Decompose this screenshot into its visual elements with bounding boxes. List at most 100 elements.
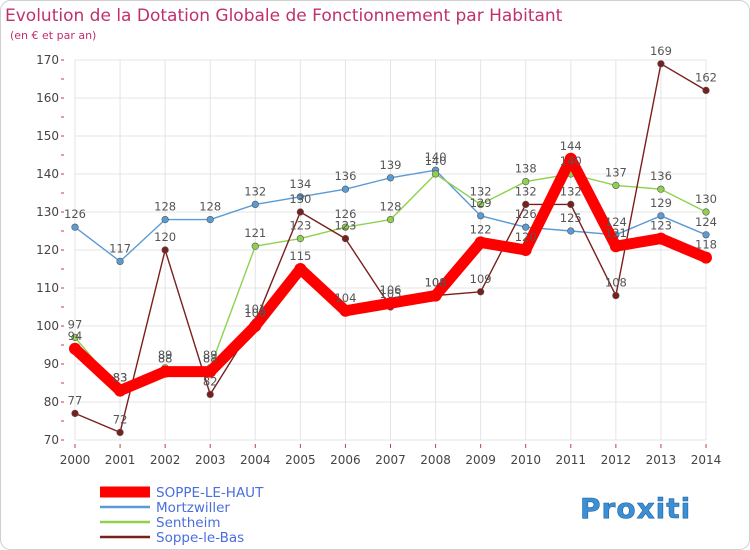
data-label: 134 — [289, 177, 311, 191]
data-point — [474, 236, 487, 249]
data-label: 72 — [113, 412, 128, 426]
data-label: 118 — [695, 238, 717, 252]
data-label: 136 — [334, 169, 356, 183]
data-label: 82 — [203, 374, 218, 388]
data-label: 162 — [695, 70, 717, 84]
x-tick-label: 2006 — [330, 453, 361, 467]
data-point — [204, 365, 217, 378]
x-tick-label: 2004 — [240, 453, 271, 467]
data-point — [251, 200, 259, 208]
data-point — [384, 297, 397, 310]
data-label: 132 — [515, 184, 537, 198]
y-tick-label: 160 — [36, 91, 59, 105]
data-point — [71, 333, 79, 342]
data-label: 117 — [109, 241, 131, 255]
data-point — [702, 208, 710, 216]
y-tick-label: 70 — [44, 433, 59, 447]
data-label: 132 — [560, 184, 582, 198]
data-label: 89 — [203, 348, 218, 362]
data-label: 108 — [425, 276, 447, 290]
data-point — [657, 60, 665, 68]
data-label: 139 — [380, 158, 402, 172]
data-label: 109 — [470, 272, 492, 286]
series-layer — [69, 60, 712, 437]
data-label: 129 — [470, 196, 492, 210]
data-point — [609, 240, 622, 253]
data-point — [567, 227, 575, 235]
y-tick-label: 120 — [36, 243, 59, 257]
data-label: 126 — [515, 207, 537, 221]
data-point — [296, 235, 304, 243]
x-tick-label: 2005 — [285, 453, 316, 467]
data-label: 105 — [380, 287, 402, 301]
data-label: 122 — [470, 222, 492, 236]
data-label: 140 — [425, 154, 447, 168]
data-label: 101 — [244, 302, 266, 316]
data-label: 106 — [380, 283, 402, 297]
data-label: 123 — [334, 219, 356, 233]
x-tick-label: 2013 — [646, 453, 677, 467]
x-tick-label: 2011 — [556, 453, 587, 467]
data-point — [700, 251, 712, 264]
data-label: 88 — [203, 352, 218, 366]
legend-label: SOPPE-LE-HAUT — [156, 485, 264, 501]
data-label: 104 — [334, 291, 356, 305]
data-point — [341, 223, 350, 231]
data-point — [702, 86, 710, 94]
data-point — [206, 390, 214, 399]
data-label: 137 — [605, 165, 627, 179]
data-point — [477, 288, 485, 296]
label-layer: 94 83 88 88 100 115 104 106 108 122 120 144 121 123 11… — [64, 44, 717, 427]
data-point — [296, 208, 304, 216]
data-point — [564, 152, 577, 165]
data-label: 136 — [650, 169, 672, 183]
y-tick-label: 80 — [44, 395, 59, 409]
data-label: 128 — [154, 200, 176, 214]
data-point — [567, 200, 575, 208]
data-point — [294, 263, 307, 275]
data-label: 132 — [470, 184, 492, 198]
data-point — [71, 409, 79, 418]
legend-label: Soppe-le-Bas — [156, 530, 244, 546]
y-tick-label: 150 — [36, 129, 59, 143]
data-label: 100 — [244, 306, 266, 320]
data-label: 169 — [650, 44, 672, 58]
y-tick-label: 110 — [36, 281, 59, 295]
data-label: 130 — [695, 192, 717, 206]
x-tick-label: 2000 — [60, 453, 91, 467]
data-label: 140 — [560, 154, 582, 168]
data-label: 132 — [244, 184, 266, 198]
data-label: 115 — [289, 249, 311, 263]
axis-layer: 70 80 90 100 110 120 130 140 150 160 170 2000 2001 20… — [36, 53, 721, 467]
data-label: 125 — [560, 211, 582, 225]
data-label: 83 — [113, 371, 128, 385]
data-label: 120 — [515, 230, 537, 244]
data-label: 126 — [64, 207, 86, 221]
data-label: 83 — [113, 371, 128, 385]
data-label: 121 — [605, 226, 627, 240]
data-point — [522, 200, 530, 208]
data-label: 108 — [425, 276, 447, 290]
y-tick-label: 170 — [36, 53, 59, 67]
x-tick-label: 2012 — [601, 453, 632, 467]
data-label: 123 — [650, 219, 672, 233]
data-point — [341, 185, 350, 193]
data-point — [657, 185, 665, 193]
data-label: 108 — [605, 276, 627, 290]
data-point — [612, 292, 620, 300]
y-tick-label: 100 — [36, 319, 59, 333]
data-point — [116, 428, 124, 437]
y-tick-label: 90 — [44, 357, 59, 371]
data-point — [249, 320, 262, 332]
data-label: 144 — [560, 139, 582, 153]
data-point — [296, 193, 304, 201]
data-label: 88 — [158, 352, 173, 366]
x-tick-label: 2003 — [195, 453, 226, 467]
data-label: 97 — [68, 317, 83, 331]
data-label: 121 — [244, 226, 266, 240]
data-point — [477, 200, 485, 208]
data-label: 123 — [289, 219, 311, 233]
